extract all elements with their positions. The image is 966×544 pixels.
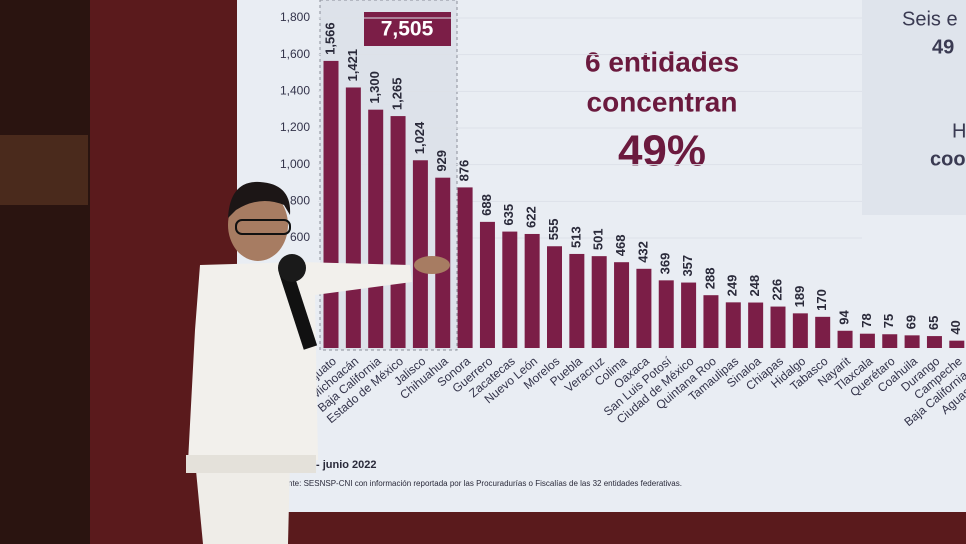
y-tick-label: 1,200 <box>280 120 310 134</box>
bar <box>390 116 406 348</box>
glasses <box>235 219 291 235</box>
value-label: 432 <box>635 241 650 263</box>
bar <box>614 262 630 348</box>
value-label: 501 <box>591 228 606 250</box>
value-label: 468 <box>613 234 628 256</box>
value-label: 249 <box>725 275 740 297</box>
side-panel <box>862 0 966 215</box>
wall-panel <box>0 0 90 544</box>
bar <box>457 187 473 348</box>
y-tick-label: 800 <box>290 194 310 208</box>
skirt <box>195 460 290 544</box>
value-label: 75 <box>881 314 896 328</box>
microphone <box>279 269 318 350</box>
value-label: 248 <box>747 275 762 297</box>
value-label: 40 <box>948 320 963 334</box>
value-label: 1,265 <box>389 78 404 111</box>
hair <box>228 181 291 218</box>
bar <box>323 60 339 349</box>
value-label: 688 <box>479 194 494 216</box>
jacket <box>188 262 412 462</box>
value-label: 369 <box>658 253 673 275</box>
bar <box>815 316 831 348</box>
bar <box>792 313 808 348</box>
bar <box>904 335 920 348</box>
value-label: 622 <box>524 206 539 228</box>
period: - junio 2022 <box>316 459 377 471</box>
value-label: 170 <box>814 289 829 311</box>
value-label: 94 <box>836 310 851 325</box>
hand <box>414 256 450 274</box>
value-label: 78 <box>859 313 874 327</box>
value-label: 513 <box>568 226 583 248</box>
side-text: H <box>952 120 966 142</box>
bar <box>949 340 965 348</box>
highlight-box <box>319 0 458 351</box>
total-label: 7,505 <box>381 18 434 41</box>
bar <box>770 306 786 348</box>
value-label: 189 <box>792 286 807 308</box>
bar <box>748 302 764 348</box>
bar <box>859 333 875 348</box>
value-label: 65 <box>926 316 941 330</box>
microphone-head <box>278 254 306 282</box>
y-tick-label: 1,000 <box>280 157 310 171</box>
face <box>228 189 288 261</box>
value-label: 69 <box>904 315 919 329</box>
bar <box>412 160 428 348</box>
bar <box>547 246 562 348</box>
value-label: 876 <box>457 160 472 182</box>
bar <box>725 302 741 348</box>
bar <box>569 253 585 348</box>
source: nte: SESNSP-CNI con información reportad… <box>288 479 682 488</box>
bar <box>636 268 652 348</box>
bar <box>882 334 898 348</box>
side-text: Seis e <box>902 8 958 30</box>
bar <box>926 336 942 348</box>
value-label: 635 <box>501 204 516 226</box>
value-label: 1,566 <box>322 22 337 55</box>
value-label: 1,421 <box>345 49 360 82</box>
bar <box>479 221 495 348</box>
bar <box>681 282 697 348</box>
value-label: 929 <box>434 150 449 172</box>
headline-pct: 49% <box>618 127 706 176</box>
bar <box>524 233 540 348</box>
value-label: 357 <box>680 255 695 277</box>
value-label: 288 <box>702 267 717 289</box>
presenter <box>186 181 450 544</box>
headline: 6 entidades <box>585 46 739 77</box>
y-tick-label: 1,800 <box>280 10 310 24</box>
bar <box>658 280 674 348</box>
bar <box>703 295 719 348</box>
bar <box>837 330 853 348</box>
bar <box>502 231 518 348</box>
value-label: 226 <box>769 279 784 301</box>
y-tick-label: 1,600 <box>280 47 310 61</box>
y-tick-label: 600 <box>290 230 310 244</box>
bar <box>368 109 384 349</box>
value-label: 1,024 <box>412 121 427 154</box>
y-tick-label: 1,400 <box>280 84 310 98</box>
value-label: 555 <box>546 219 561 241</box>
bar <box>591 256 607 348</box>
ornament <box>0 135 88 205</box>
bar <box>345 87 361 348</box>
hem <box>186 455 316 473</box>
value-label: 1,300 <box>367 71 382 104</box>
side-text: coo <box>930 148 966 170</box>
side-text: 49 <box>932 36 954 58</box>
